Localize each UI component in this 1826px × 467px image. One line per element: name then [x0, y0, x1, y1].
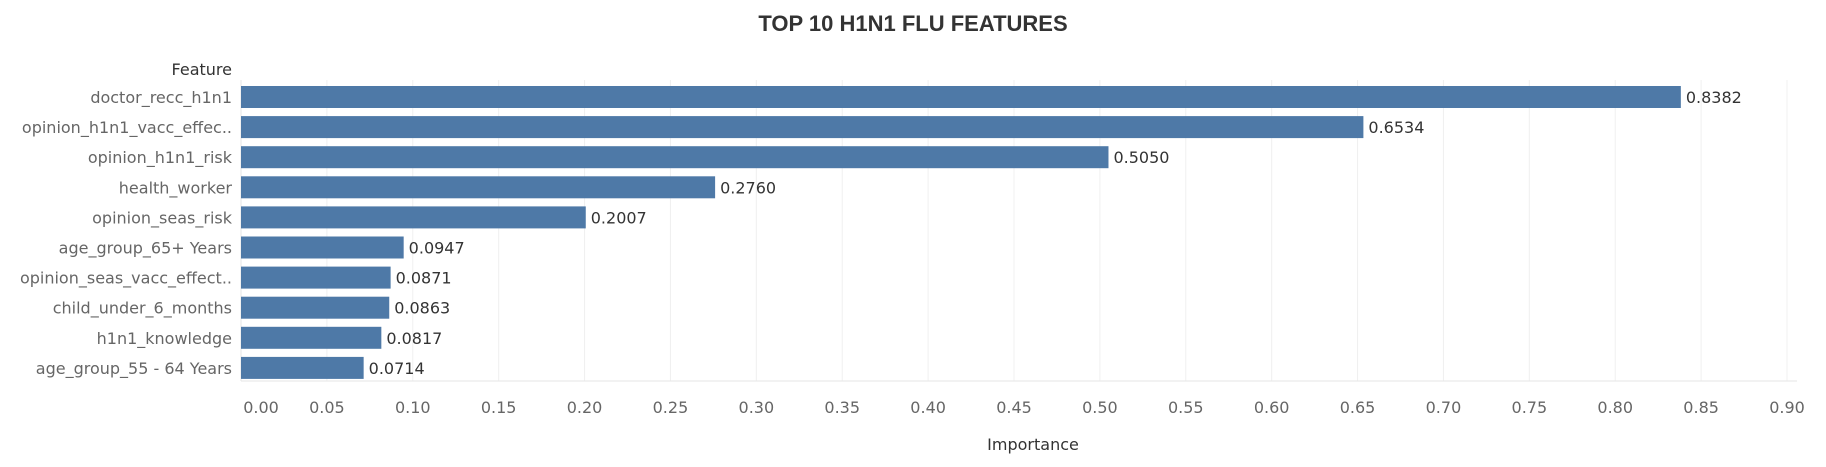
bar: [241, 356, 364, 379]
value-label: 0.0714: [369, 359, 425, 378]
value-label: 0.0871: [396, 269, 452, 288]
x-tick-label: 0.25: [653, 398, 689, 417]
x-tick-label: 0.60: [1254, 398, 1290, 417]
value-labels: 0.8382 0.6534 0.5050 0.2760 0.2007 0.0947 0.08…: [369, 88, 1742, 378]
bar: [241, 296, 390, 319]
x-tick-label: 0.20: [567, 398, 603, 417]
value-label: 0.6534: [1368, 118, 1424, 137]
bar: [241, 176, 716, 199]
value-label: 0.0817: [386, 329, 442, 348]
category-label: opinion_seas_vacc_effect..: [20, 269, 232, 289]
x-axis-title: Importance: [987, 435, 1079, 454]
category-label: doctor_recc_h1n1: [90, 88, 232, 108]
x-tick-label: 0.15: [481, 398, 517, 417]
category-label: opinion_h1n1_risk: [88, 148, 233, 168]
bar: [241, 236, 404, 259]
x-tick-label: 0.80: [1597, 398, 1633, 417]
category-label: age_group_65+ Years: [59, 239, 232, 259]
bar: [241, 266, 391, 289]
x-tick-label: 0.45: [996, 398, 1032, 417]
x-tick-label: 0.35: [824, 398, 860, 417]
x-tick-label: 0.70: [1426, 398, 1462, 417]
value-label: 0.2760: [720, 178, 776, 197]
x-tick-label: 0.30: [739, 398, 775, 417]
bars: [241, 86, 1681, 379]
bar: [241, 146, 1109, 169]
bar: [241, 116, 1364, 139]
category-label: opinion_h1n1_vacc_effec..: [22, 118, 232, 138]
value-label: 0.2007: [591, 208, 647, 227]
x-tick-label: 0.05: [309, 398, 345, 417]
bar: [241, 206, 586, 229]
category-label: health_worker: [119, 178, 233, 198]
x-tick-label: 0.85: [1683, 398, 1719, 417]
x-tick-label: 0.00: [243, 398, 279, 417]
x-axis-ticks: 0.00 0.05 0.10 0.15 0.20 0.25 0.30 0.35 0.40 0.45…: [243, 398, 1805, 417]
category-label: age_group_55 - 64 Years: [36, 359, 232, 379]
x-tick-label: 0.65: [1340, 398, 1376, 417]
category-label: opinion_seas_risk: [92, 208, 233, 228]
category-labels: doctor_recc_h1n1 opinion_h1n1_vacc_effec.…: [20, 88, 233, 379]
x-tick-label: 0.75: [1512, 398, 1548, 417]
x-tick-label: 0.10: [395, 398, 431, 417]
value-label: 0.0863: [394, 299, 450, 318]
bar: [241, 326, 382, 349]
x-tick-label: 0.50: [1082, 398, 1118, 417]
value-label: 0.8382: [1686, 88, 1742, 107]
x-tick-label: 0.55: [1168, 398, 1204, 417]
bar: [241, 86, 1681, 108]
value-label: 0.5050: [1113, 148, 1169, 167]
x-tick-label: 0.40: [910, 398, 946, 417]
value-label: 0.0947: [409, 239, 465, 258]
row-header: Feature: [172, 60, 232, 79]
category-label: h1n1_knowledge: [97, 329, 232, 349]
chart-title: TOP 10 H1N1 FLU FEATURES: [758, 11, 1067, 36]
x-tick-label: 0.90: [1769, 398, 1805, 417]
category-label: child_under_6_months: [53, 299, 232, 319]
